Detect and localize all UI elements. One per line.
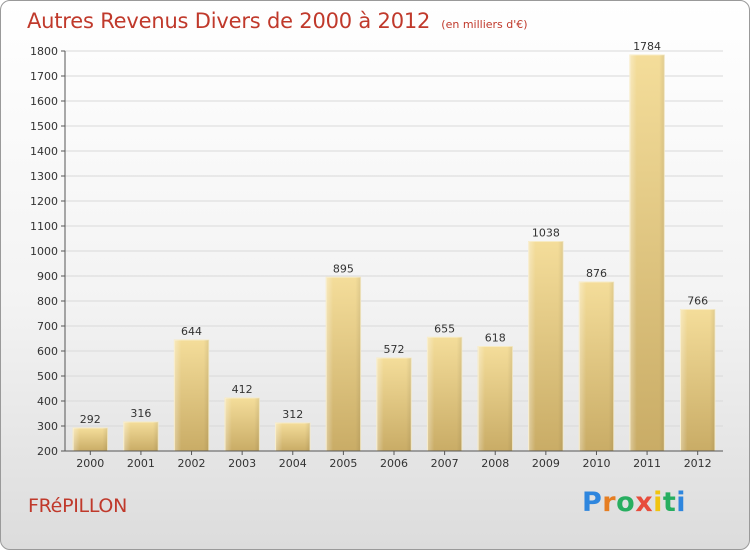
- bar-shade-2010: [579, 282, 614, 451]
- bar-shade-2011: [629, 55, 665, 451]
- logo-letter: t: [662, 487, 677, 518]
- y-tick-label: 1500: [30, 120, 58, 133]
- bar-shade-2008: [478, 346, 513, 451]
- logo-letter: i: [676, 487, 687, 518]
- bar-shade-2000: [73, 428, 108, 451]
- y-tick-label: 400: [37, 395, 58, 408]
- y-tick-label: 1300: [30, 170, 58, 183]
- x-tick-label: 2009: [532, 457, 560, 470]
- y-tick-label: 900: [37, 270, 58, 283]
- x-tick-label: 2006: [380, 457, 408, 470]
- bar-shade-2009: [528, 241, 564, 451]
- y-tick-label: 1200: [30, 195, 58, 208]
- data-label: 644: [181, 325, 202, 338]
- y-tick-label: 500: [37, 370, 58, 383]
- data-label: 655: [434, 322, 455, 335]
- data-label: 412: [232, 383, 253, 396]
- data-label: 1038: [532, 227, 560, 240]
- y-tick-label: 200: [37, 445, 58, 458]
- x-tick-label: 2012: [684, 457, 712, 470]
- logo-letter: x: [635, 487, 654, 518]
- chart-subtitle: (en milliers d'€): [441, 18, 528, 31]
- x-tick-label: 2007: [431, 457, 459, 470]
- x-tick-label: 2000: [76, 457, 104, 470]
- data-label: 766: [687, 295, 708, 308]
- bar-shade-2002: [174, 340, 209, 451]
- bar-shade-2012: [680, 309, 715, 451]
- bar-shade-2004: [275, 423, 310, 451]
- y-tick-label: 300: [37, 420, 58, 433]
- y-tick-label: 1800: [30, 45, 58, 58]
- x-axis: 2000 2001 2002 2003 2004 2005 2006 2007 2008 2009…: [65, 450, 723, 470]
- x-tick-label: 2002: [178, 457, 206, 470]
- x-tick-label: 2001: [127, 457, 155, 470]
- logo-letter: i: [653, 487, 663, 518]
- y-axis: 200 300 400 500 600 700 800 900 1000 1100 1200 1300…: [30, 45, 66, 458]
- y-tick-label: 1400: [30, 145, 58, 158]
- x-tick-label: 2004: [279, 457, 307, 470]
- chart-title: Autres Revenus Divers de 2000 à 2012 (en…: [27, 9, 528, 33]
- bar-shade-2005: [326, 277, 361, 451]
- bars: [72, 54, 716, 452]
- y-tick-label: 600: [37, 345, 58, 358]
- data-labels: 292 316 644 412 312 895 572 655 618 1038 876 1784 76…: [80, 40, 708, 426]
- proxiti-logo: Proxiti: [582, 487, 686, 518]
- y-tick-label: 1700: [30, 70, 58, 83]
- logo-letter: r: [602, 487, 617, 518]
- data-label: 895: [333, 262, 354, 275]
- x-tick-label: 2003: [228, 457, 256, 470]
- y-tick-label: 1100: [30, 220, 58, 233]
- x-tick-label: 2008: [481, 457, 509, 470]
- logo-letter: o: [616, 487, 636, 518]
- data-label: 876: [586, 267, 607, 280]
- commune-name: FRéPILLON: [28, 495, 127, 517]
- data-label: 312: [282, 408, 303, 421]
- data-label: 316: [130, 407, 151, 420]
- x-tick-label: 2010: [582, 457, 610, 470]
- data-label: 572: [384, 343, 405, 356]
- y-tick-label: 700: [37, 320, 58, 333]
- logo-letter: P: [582, 487, 603, 518]
- y-tick-label: 800: [37, 295, 58, 308]
- data-label: 292: [80, 413, 101, 426]
- chart-title-main: Autres Revenus Divers de 2000 à 2012: [27, 9, 431, 33]
- bar-shade-2006: [376, 358, 412, 451]
- x-tick-label: 2011: [633, 457, 661, 470]
- x-tick-label: 2005: [329, 457, 357, 470]
- y-tick-label: 1000: [30, 245, 58, 258]
- bar-shade-2003: [224, 398, 260, 451]
- bar-shade-2001: [123, 422, 159, 451]
- data-label: 1784: [633, 40, 661, 53]
- bar-shade-2007: [427, 337, 462, 451]
- y-tick-label: 1600: [30, 95, 58, 108]
- data-label: 618: [485, 332, 506, 345]
